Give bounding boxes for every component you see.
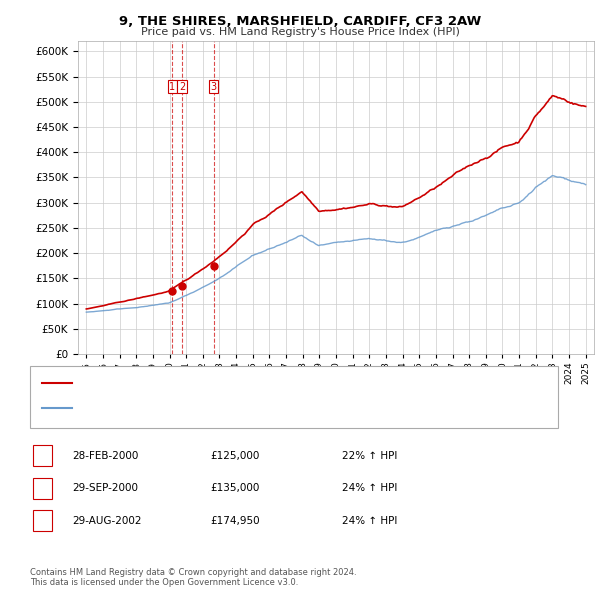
Text: 9, THE SHIRES, MARSHFIELD, CARDIFF, CF3 2AW: 9, THE SHIRES, MARSHFIELD, CARDIFF, CF3 …	[119, 15, 481, 28]
Text: 29-AUG-2002: 29-AUG-2002	[72, 516, 142, 526]
Text: 22% ↑ HPI: 22% ↑ HPI	[342, 451, 397, 461]
Text: HPI: Average price, detached house, Newport: HPI: Average price, detached house, Newp…	[78, 403, 300, 413]
Text: 3: 3	[39, 516, 46, 526]
Text: £174,950: £174,950	[210, 516, 260, 526]
Text: 2: 2	[179, 81, 185, 91]
Text: £125,000: £125,000	[210, 451, 259, 461]
Text: Contains HM Land Registry data © Crown copyright and database right 2024.
This d: Contains HM Land Registry data © Crown c…	[30, 568, 356, 587]
Text: Price paid vs. HM Land Registry's House Price Index (HPI): Price paid vs. HM Land Registry's House …	[140, 27, 460, 37]
Text: 24% ↑ HPI: 24% ↑ HPI	[342, 483, 397, 493]
Text: 3: 3	[211, 81, 217, 91]
Text: 28-FEB-2000: 28-FEB-2000	[72, 451, 139, 461]
Text: £135,000: £135,000	[210, 483, 259, 493]
Text: 1: 1	[39, 451, 46, 461]
Text: 9, THE SHIRES, MARSHFIELD, CARDIFF, CF3 2AW (detached house): 9, THE SHIRES, MARSHFIELD, CARDIFF, CF3 …	[78, 378, 405, 388]
Text: 1: 1	[169, 81, 175, 91]
Text: 2: 2	[39, 483, 46, 493]
Text: 24% ↑ HPI: 24% ↑ HPI	[342, 516, 397, 526]
Text: 29-SEP-2000: 29-SEP-2000	[72, 483, 138, 493]
